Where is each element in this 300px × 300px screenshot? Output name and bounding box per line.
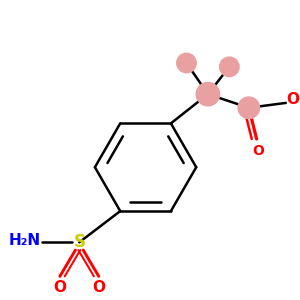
Circle shape (220, 57, 239, 76)
Text: S: S (73, 233, 85, 251)
Circle shape (177, 53, 196, 73)
Text: O: O (253, 144, 265, 158)
Text: O: O (92, 280, 105, 295)
Text: H₂N: H₂N (9, 233, 41, 248)
Text: O: O (53, 280, 66, 295)
Circle shape (196, 82, 220, 106)
Circle shape (238, 97, 260, 118)
Text: O: O (286, 92, 299, 106)
